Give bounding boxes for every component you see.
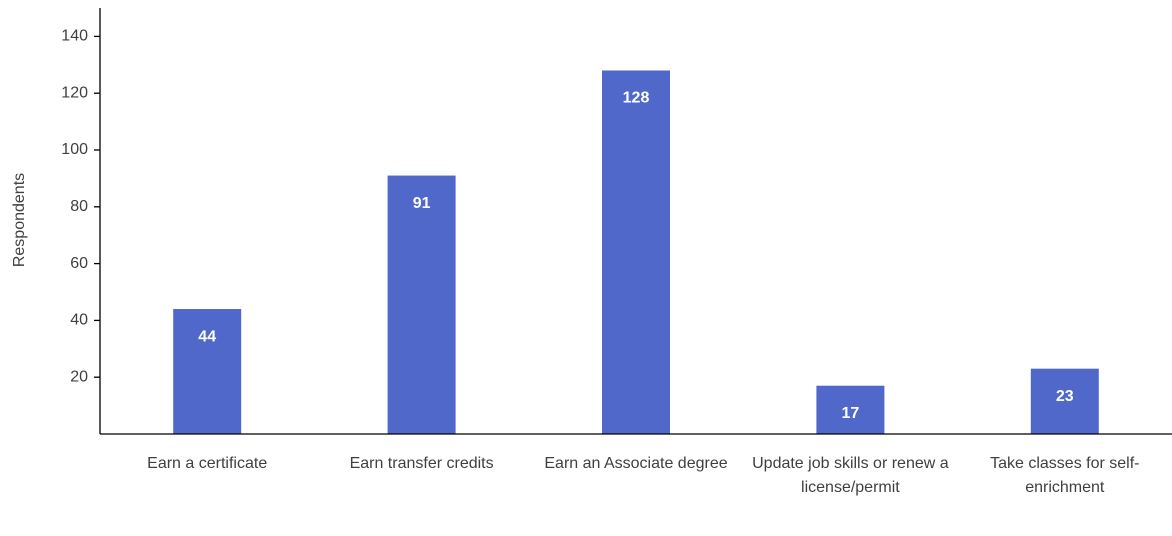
y-tick-label: 120 (61, 84, 88, 101)
bar (602, 70, 670, 434)
y-tick-label: 60 (70, 255, 88, 272)
data-label: 91 (413, 195, 431, 212)
y-tick-label: 140 (61, 28, 88, 45)
x-tick-label: Earn an Associate degree (544, 455, 728, 472)
data-label: 17 (842, 405, 860, 422)
bar (1030, 368, 1099, 434)
x-tick-label: Earn a certificate (147, 455, 268, 472)
bar (387, 175, 456, 434)
data-label: 128 (623, 90, 650, 107)
y-tick-label: 40 (70, 312, 88, 329)
data-label: 23 (1056, 388, 1074, 405)
x-tick-label: Earn transfer credits (349, 455, 494, 472)
y-tick-label: 20 (70, 368, 88, 385)
x-tick-label: Take classes for self-enrichment (990, 455, 1140, 496)
data-label: 44 (198, 328, 216, 345)
y-axis-title: Respondents (11, 173, 28, 267)
y-tick-label: 80 (70, 198, 88, 215)
bar (173, 309, 242, 434)
x-tick-label: Update job skills or renew a license/per… (752, 455, 949, 496)
y-tick-label: 100 (61, 141, 88, 158)
bar (816, 385, 885, 434)
